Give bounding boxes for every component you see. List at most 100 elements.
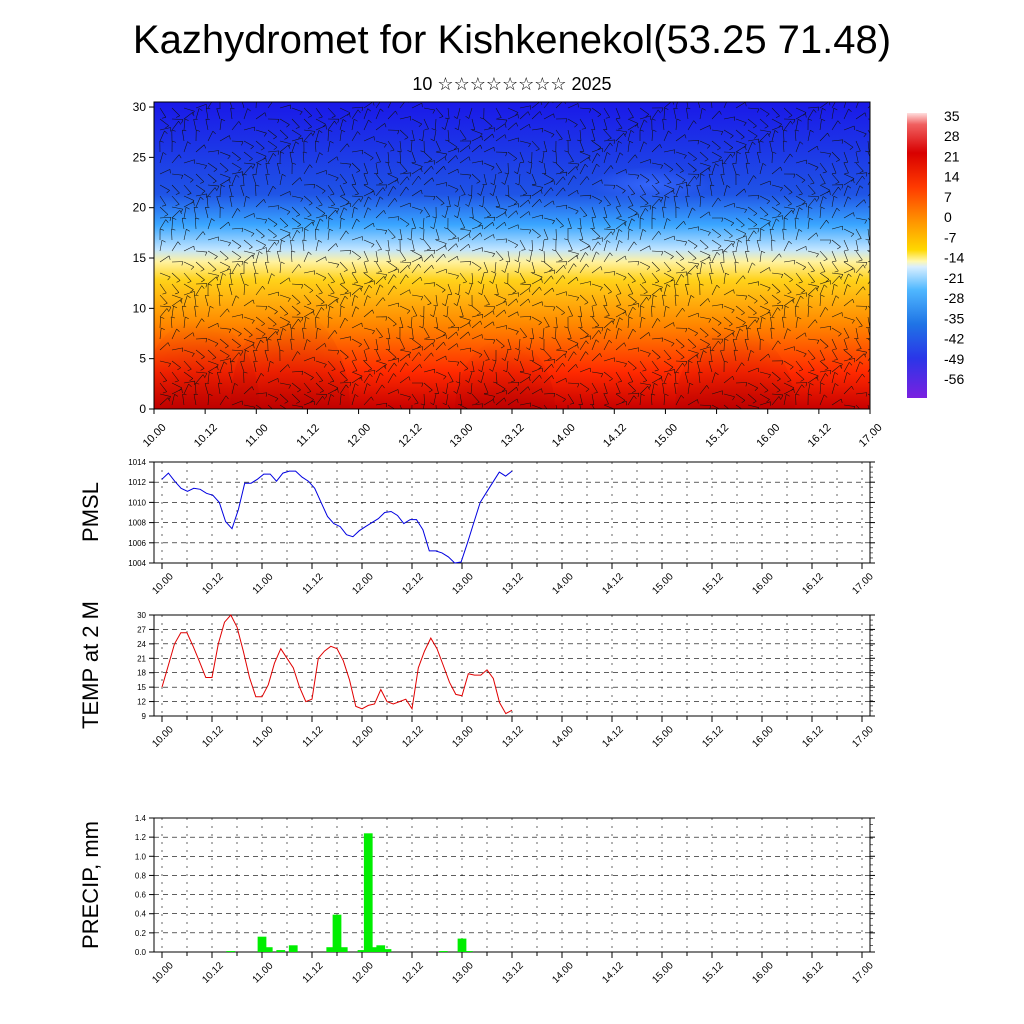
wind-barb	[327, 141, 331, 153]
wind-barb	[795, 207, 800, 219]
wind-barb	[687, 349, 699, 354]
wind-barb-flag	[419, 414, 423, 416]
wind-barb-flag	[860, 98, 863, 101]
wind-barb	[435, 107, 444, 117]
wind-barb-flag	[274, 311, 278, 315]
wind-barb	[699, 385, 707, 395]
wind-barb	[423, 249, 435, 252]
wind-barb-flag	[467, 392, 472, 395]
wind-barb	[675, 271, 687, 274]
wind-barb	[529, 162, 533, 174]
wind-barb	[745, 240, 749, 252]
wind-barb	[471, 129, 483, 135]
wind-barb-flag	[600, 373, 604, 378]
wind-barb	[855, 112, 866, 120]
wind-barb-flag	[753, 175, 757, 179]
wind-barb	[435, 371, 447, 377]
wind-barb-flag	[682, 363, 686, 367]
wind-barb	[411, 393, 419, 404]
wind-barb	[543, 129, 555, 135]
wind-barb-flag	[358, 344, 362, 348]
wind-barb	[399, 274, 407, 285]
wind-barb	[303, 317, 307, 329]
wind-barb	[399, 172, 411, 175]
wind-barb	[783, 120, 791, 131]
wind-barb-flag	[175, 192, 180, 195]
wind-barb-flag	[692, 207, 696, 211]
wind-barb	[819, 360, 829, 369]
wind-barb	[387, 216, 399, 219]
wind-barb-flag	[742, 275, 746, 280]
wind-barb	[363, 370, 375, 373]
wind-barb-flag	[295, 126, 300, 129]
wind-barb	[471, 305, 481, 314]
wind-barb	[495, 397, 505, 406]
wind-barb-flag	[552, 238, 557, 241]
wind-barb	[783, 272, 793, 280]
wind-barb-flag	[445, 139, 450, 142]
wind-barb-flag	[383, 210, 386, 215]
wind-barb	[495, 118, 507, 121]
wind-barb-flag	[367, 295, 371, 299]
wind-barb	[555, 151, 557, 164]
wind-barb-flag	[201, 190, 206, 194]
wind-barb	[492, 272, 497, 284]
wind-barb-flag	[420, 189, 423, 194]
y-tick-label: 1.0	[135, 852, 147, 861]
wind-barb	[433, 129, 437, 141]
wind-barb	[255, 157, 266, 164]
wind-barb-flag	[822, 108, 826, 111]
wind-barb	[747, 404, 759, 408]
wind-barb-flag	[864, 112, 867, 117]
wind-barb	[375, 327, 383, 337]
wind-barb-flag	[166, 308, 170, 313]
wind-barb-flag	[504, 222, 507, 227]
wind-barb-flag	[384, 365, 387, 370]
colorbar-label: -21	[944, 270, 964, 286]
wind-barb-flag	[162, 391, 167, 394]
wind-barb	[459, 331, 469, 340]
wind-barb-flag	[777, 340, 781, 345]
wind-barb	[745, 152, 749, 164]
wind-barb	[843, 261, 854, 269]
wind-barb	[771, 215, 783, 219]
wind-barb	[603, 393, 609, 405]
wind-barb	[591, 316, 600, 326]
wind-barb	[794, 218, 797, 230]
wind-barb	[783, 241, 790, 252]
wind-barb	[411, 239, 415, 251]
wind-barb	[735, 235, 747, 241]
wind-barb-flag	[510, 380, 515, 383]
wind-barb-flag	[368, 196, 372, 200]
wind-barb-flag	[243, 261, 248, 264]
wind-barb	[732, 339, 737, 351]
y-tick-label: 1006	[128, 539, 146, 548]
y-tick-label: 0	[139, 402, 146, 416]
wind-barb-flag	[282, 328, 287, 331]
wind-barb-flag	[730, 222, 735, 226]
y-tick-label: 25	[133, 150, 147, 164]
wind-barb-flag	[794, 129, 800, 132]
wind-barb-flag	[512, 291, 517, 294]
y-tick-label: 9	[142, 712, 147, 721]
wind-barb-flag	[174, 380, 179, 383]
wind-barb-flag	[715, 372, 719, 376]
wind-barb-flag	[864, 220, 868, 224]
wind-barb	[651, 109, 659, 120]
wind-barb-flag	[707, 166, 711, 170]
wind-barb	[795, 295, 801, 307]
wind-barb	[722, 163, 725, 175]
wind-barb	[387, 316, 397, 325]
wind-barb	[615, 294, 621, 306]
wind-barb-flag	[354, 206, 358, 210]
wind-barb	[507, 122, 517, 131]
wind-barb-flag	[725, 272, 730, 276]
wind-barb	[399, 393, 411, 398]
wind-barb-flag	[431, 128, 436, 131]
wind-barb-flag	[787, 291, 792, 295]
wind-barb-flag	[504, 209, 507, 214]
wind-barb-flag	[217, 366, 219, 371]
wind-barb-flag	[514, 358, 518, 361]
wind-barb-flag	[257, 97, 261, 98]
wind-barb-flag	[878, 257, 879, 261]
